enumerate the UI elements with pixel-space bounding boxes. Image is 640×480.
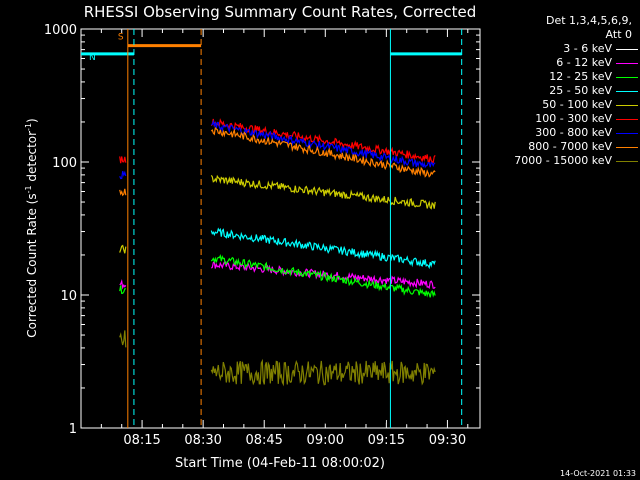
- series-3-6-keV: [210, 399, 436, 426]
- y-axis-label-sup: -1: [24, 185, 33, 193]
- y-tick-label: 10: [60, 289, 77, 304]
- series-800-7000-keV: [119, 188, 127, 197]
- series-50-100-keV: [210, 174, 436, 210]
- series-100-300-keV: [119, 156, 127, 164]
- timestamp: 14-Oct-2021 01:33: [560, 469, 636, 478]
- legend-label: 50 - 100 keV: [542, 98, 612, 111]
- legend-label: 25 - 50 keV: [549, 84, 612, 97]
- legend-entry: 25 - 50 keV: [482, 84, 638, 98]
- flag-label: S: [118, 33, 124, 43]
- y-axis-label-sup: -1: [24, 123, 33, 131]
- series-7000-15000-keV: [210, 358, 436, 387]
- legend-detectors: Det 1,3,4,5,6,9,: [545, 14, 632, 27]
- y-axis-label-part: Corrected Count Rate (s: [25, 193, 39, 337]
- legend-swatch: [616, 132, 638, 134]
- legend-entry: 12 - 25 keV: [482, 70, 638, 84]
- x-tick-label: 09:00: [307, 433, 344, 448]
- y-axis-label-part: ): [25, 118, 39, 123]
- legend-swatch: [616, 104, 638, 106]
- legend: Det 1,3,4,5,6,9, Att 0 3 - 6 keV 6 - 12 k…: [482, 14, 638, 168]
- series-800-7000-keV: [210, 126, 436, 178]
- plot-frame: [80, 28, 481, 429]
- x-tick-label: 08:45: [245, 433, 282, 448]
- y-axis-label-part: detector: [25, 131, 39, 186]
- x-tick-label: 08:15: [123, 433, 160, 448]
- legend-entry: 800 - 7000 keV: [482, 140, 638, 154]
- legend-label: 7000 - 15000 keV: [514, 154, 612, 167]
- series-300-800-keV: [211, 119, 436, 169]
- legend-label: 3 - 6 keV: [563, 42, 612, 55]
- legend-entry: 7000 - 15000 keV: [482, 154, 638, 168]
- x-tick-label: 08:30: [184, 433, 221, 448]
- legend-label: 300 - 800 keV: [535, 126, 612, 139]
- legend-swatch: [616, 90, 638, 92]
- legend-swatch: [616, 76, 638, 78]
- y-tick-label: 100: [52, 156, 77, 171]
- legend-swatch: [616, 62, 638, 64]
- legend-swatch: [616, 118, 638, 120]
- series-300-800-keV: [119, 170, 127, 180]
- legend-entry: 50 - 100 keV: [482, 98, 638, 112]
- legend-attenuator: Att 0: [605, 28, 632, 41]
- legend-swatch: [616, 146, 638, 148]
- y-tick-label: 1: [69, 422, 77, 437]
- legend-entry: 100 - 300 keV: [482, 112, 638, 126]
- flag-label: N: [89, 53, 96, 63]
- x-tick-label: 09:15: [368, 433, 405, 448]
- legend-entry: 6 - 12 keV: [482, 56, 638, 70]
- series-12-25-keV: [119, 285, 127, 295]
- series-12-25-keV: [210, 253, 436, 298]
- x-tick-label: 09:30: [429, 433, 466, 448]
- series-6-12-keV: [210, 260, 436, 290]
- y-axis-label: Corrected Count Rate (s-1 detector-1): [24, 118, 39, 337]
- series-3-6-keV: [119, 401, 127, 415]
- series-6-12-keV: [119, 278, 127, 290]
- chart-title: RHESSI Observing Summary Count Rates, Co…: [84, 3, 477, 21]
- legend-label: 6 - 12 keV: [556, 56, 612, 69]
- legend-label: 800 - 7000 keV: [528, 140, 612, 153]
- legend-swatch: [616, 48, 638, 50]
- series-100-300-keV: [210, 118, 436, 164]
- series-50-100-keV: [119, 244, 127, 254]
- y-tick-label: 1000: [44, 23, 77, 38]
- series-7000-15000-keV: [119, 330, 127, 348]
- x-axis-label: Start Time (04-Feb-11 08:00:02): [175, 456, 385, 471]
- legend-entry: 3 - 6 keV: [482, 42, 638, 56]
- series-25-50-keV: [210, 227, 436, 270]
- legend-swatch: [616, 160, 638, 162]
- legend-entry: 300 - 800 keV: [482, 126, 638, 140]
- legend-label: 100 - 300 keV: [535, 112, 612, 125]
- legend-label: 12 - 25 keV: [549, 70, 612, 83]
